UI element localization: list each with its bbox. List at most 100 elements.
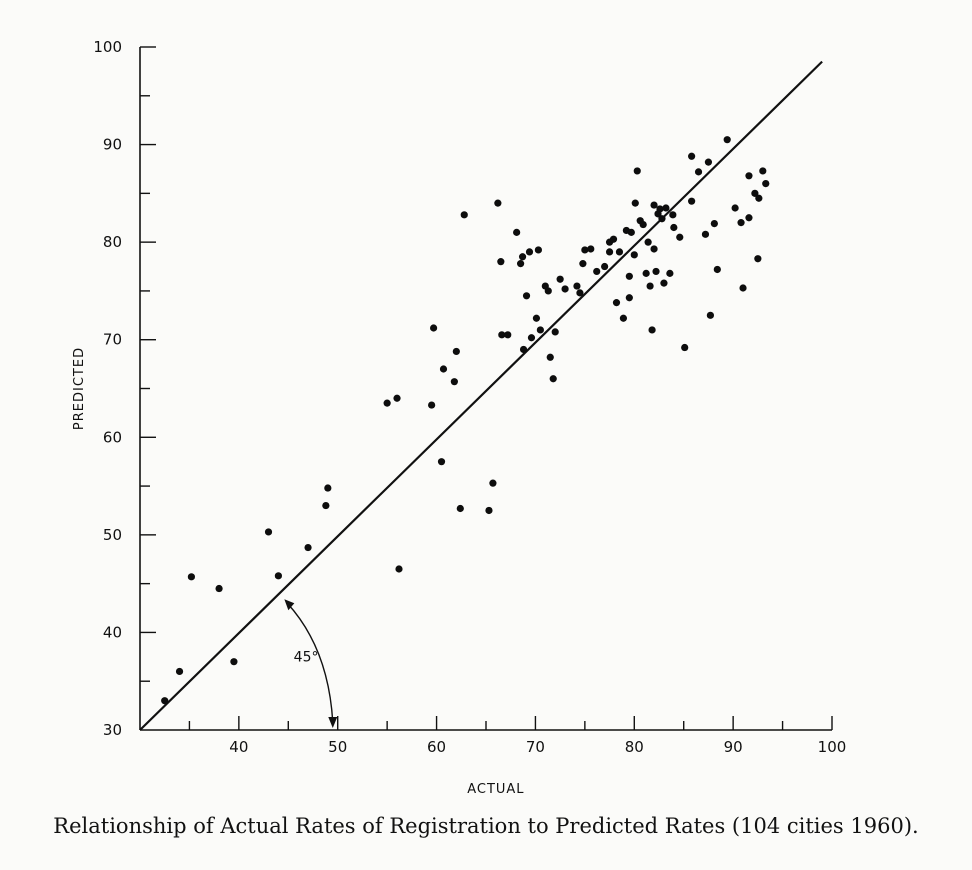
data-point	[737, 219, 745, 227]
reference-line-45deg	[139, 60, 823, 731]
data-point	[639, 220, 647, 229]
data-point	[393, 394, 401, 402]
data-point	[504, 331, 512, 339]
x-tick-label: 70	[526, 738, 545, 756]
data-point	[652, 267, 660, 276]
data-point	[625, 294, 633, 302]
data-point	[452, 347, 460, 356]
data-point	[494, 199, 502, 207]
data-point	[630, 251, 638, 259]
data-point	[450, 378, 458, 386]
data-point	[631, 199, 639, 207]
data-point	[745, 214, 753, 222]
data-point	[383, 399, 391, 407]
tick-labels: 40 50 60 70 80 90 100 30 40 50 60 70 80 90 100	[93, 38, 846, 756]
x-tick-label: 90	[724, 738, 743, 756]
data-point	[701, 230, 710, 238]
data-point	[650, 201, 658, 209]
data-point	[669, 211, 677, 219]
data-point	[688, 197, 696, 205]
data-point	[670, 223, 678, 232]
x-tick-label: 100	[818, 738, 847, 756]
data-point	[745, 172, 753, 180]
data-point	[681, 343, 689, 352]
data-point	[581, 246, 589, 254]
data-point	[395, 565, 403, 573]
data-point	[498, 331, 506, 339]
data-point	[688, 152, 696, 160]
data-point	[619, 314, 628, 322]
data-point	[546, 353, 554, 361]
data-point	[739, 284, 747, 292]
data-point	[304, 543, 312, 552]
data-point	[676, 233, 684, 241]
angle-annotation: 45°	[294, 650, 319, 666]
data-point	[536, 326, 544, 334]
y-tick-label: 30	[103, 721, 122, 739]
data-point	[428, 401, 436, 409]
data-point	[439, 365, 448, 373]
data-point	[175, 667, 184, 676]
data-point	[656, 205, 664, 213]
data-point	[485, 506, 493, 515]
data-point	[762, 180, 770, 188]
figure-caption: Relationship of Actual Rates of Registra…	[53, 814, 919, 838]
data-point	[759, 167, 767, 175]
data-point	[706, 311, 715, 319]
data-point	[534, 246, 542, 254]
data-point	[324, 484, 332, 492]
x-tick-label: 80	[625, 738, 644, 756]
data-point	[549, 375, 557, 383]
y-tick-label: 50	[103, 526, 122, 544]
data-point	[522, 292, 531, 300]
data-point	[430, 324, 438, 332]
data-point	[650, 245, 658, 253]
x-tick-label: 60	[427, 738, 446, 756]
y-tick-label: 80	[103, 233, 122, 251]
y-axis-title: PREDICTED	[72, 347, 87, 430]
y-tick-label: 70	[103, 331, 122, 349]
y-tick-label: 60	[103, 428, 122, 446]
data-points	[161, 136, 770, 705]
data-point	[731, 204, 739, 212]
data-point	[662, 204, 670, 212]
data-point	[187, 573, 196, 581]
data-point	[579, 260, 587, 268]
data-point	[704, 158, 713, 166]
data-point	[264, 528, 273, 536]
data-point	[513, 228, 521, 236]
data-point	[648, 326, 656, 334]
data-point	[532, 314, 541, 322]
data-point	[658, 215, 666, 223]
data-point	[710, 220, 718, 228]
data-point	[605, 248, 614, 256]
data-point	[460, 211, 468, 219]
data-point	[556, 275, 564, 283]
data-point	[518, 253, 527, 261]
y-tick-label: 90	[103, 136, 122, 154]
data-point	[751, 189, 759, 197]
data-point	[609, 235, 618, 243]
data-point	[660, 279, 668, 287]
data-point	[161, 697, 169, 705]
data-point	[519, 345, 528, 354]
data-point	[456, 504, 464, 513]
data-point	[587, 245, 595, 253]
axis-ticks	[140, 46, 833, 730]
data-point	[573, 282, 581, 290]
data-point	[561, 285, 569, 293]
data-point	[642, 269, 650, 277]
x-tick-label: 50	[328, 738, 347, 756]
x-axis-title: ACTUAL	[467, 782, 524, 797]
x-tick-label: 40	[229, 738, 248, 756]
data-point	[612, 299, 621, 307]
data-point	[593, 267, 601, 276]
data-point	[544, 287, 552, 295]
data-point	[713, 265, 721, 274]
data-point	[625, 272, 633, 280]
data-point	[627, 228, 635, 236]
data-point	[497, 258, 505, 266]
data-point	[601, 262, 609, 271]
data-point	[489, 479, 497, 487]
arc-arrowhead-top	[284, 599, 295, 611]
